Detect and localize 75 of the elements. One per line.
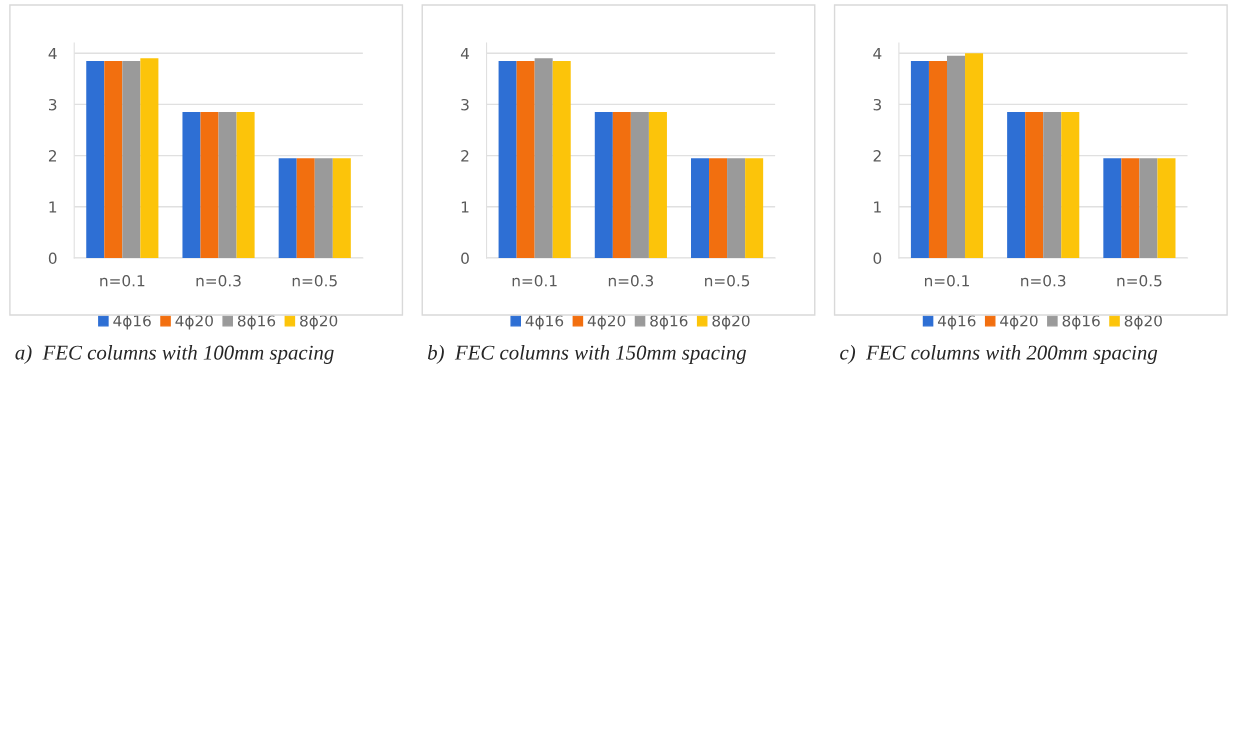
y-tick-label: 2 <box>873 150 881 162</box>
bar <box>1007 112 1026 258</box>
bar <box>516 60 535 258</box>
bar <box>104 60 123 258</box>
bar <box>727 158 746 258</box>
bar <box>218 112 237 258</box>
text: c) FEC columns with 200mm spacing <box>840 345 1158 364</box>
bar <box>709 158 728 258</box>
bar <box>910 60 929 258</box>
bar <box>745 158 764 258</box>
bar <box>200 112 219 258</box>
legend-label: 4ϕ16 <box>525 314 564 330</box>
bar <box>278 158 297 258</box>
legend-label: 4ϕ20 <box>1000 314 1038 330</box>
bar <box>630 112 649 258</box>
bar <box>1157 158 1176 258</box>
bar <box>534 58 553 258</box>
bar <box>122 60 141 258</box>
x-tick-label: n=0.5 <box>1117 274 1162 287</box>
y-tick-label: 0 <box>461 252 469 265</box>
y-tick-label: 4 <box>460 47 470 60</box>
x-tick-label: n=0.3 <box>196 274 241 287</box>
legend-label: 4ϕ16 <box>937 314 976 330</box>
x-tick-label: n=0.1 <box>100 274 145 287</box>
x-tick-label: n=0.5 <box>292 274 337 287</box>
bar <box>296 158 315 258</box>
legend-label: 8ϕ20 <box>712 314 750 330</box>
y-tick-label: 4 <box>48 47 57 60</box>
bar <box>1121 158 1140 258</box>
bar <box>86 60 105 258</box>
x-tick-label: n=0.1 <box>924 274 969 287</box>
x-tick-label: n=0.3 <box>608 274 654 287</box>
bar <box>1025 112 1044 258</box>
bar <box>691 158 710 258</box>
bar <box>498 60 517 258</box>
y-tick-label: 2 <box>48 150 57 162</box>
x-tick-label: n=0.5 <box>705 274 750 287</box>
y-tick-label: 2 <box>461 150 469 162</box>
legend-label: 4ϕ20 <box>587 314 626 330</box>
bar <box>1061 112 1080 258</box>
legend-label: 8ϕ16 <box>237 314 276 330</box>
legend-label: 4ϕ20 <box>175 314 213 330</box>
x-tick-label: n=0.1 <box>512 274 557 287</box>
y-tick-label: 1 <box>461 201 469 213</box>
bar <box>946 55 966 258</box>
text: a) FEC columns with 100mm spacing <box>15 345 334 364</box>
y-tick-label: 0 <box>48 252 57 265</box>
legend-label: 8ϕ20 <box>1124 314 1162 330</box>
bar <box>1043 112 1062 258</box>
bar <box>332 158 351 258</box>
bar <box>552 60 571 258</box>
bar <box>928 60 947 258</box>
y-tick-label: 3 <box>49 98 57 111</box>
legend-label: 8ϕ16 <box>650 314 688 330</box>
x-tick-label: n=0.3 <box>1021 274 1066 287</box>
bar <box>182 112 201 258</box>
bar <box>594 112 613 258</box>
bar <box>140 58 159 258</box>
y-tick-label: 0 <box>873 252 882 265</box>
legend-label: 8ϕ16 <box>1062 314 1100 330</box>
bar <box>612 112 631 258</box>
bar <box>236 112 255 258</box>
legend-label: 4ϕ16 <box>113 314 151 330</box>
y-tick-label: 3 <box>873 98 881 111</box>
bar <box>648 112 667 258</box>
y-tick-label: 3 <box>461 98 469 111</box>
text: b) FEC columns with 150mm spacing <box>427 345 746 364</box>
bar <box>1139 158 1158 258</box>
legend-label: 8ϕ20 <box>300 314 338 330</box>
y-tick-label: 1 <box>49 201 57 213</box>
y-tick-label: 1 <box>874 201 881 213</box>
bar <box>314 158 333 258</box>
bar <box>1103 158 1122 258</box>
bar <box>965 53 984 258</box>
y-tick-label: 4 <box>873 47 882 60</box>
